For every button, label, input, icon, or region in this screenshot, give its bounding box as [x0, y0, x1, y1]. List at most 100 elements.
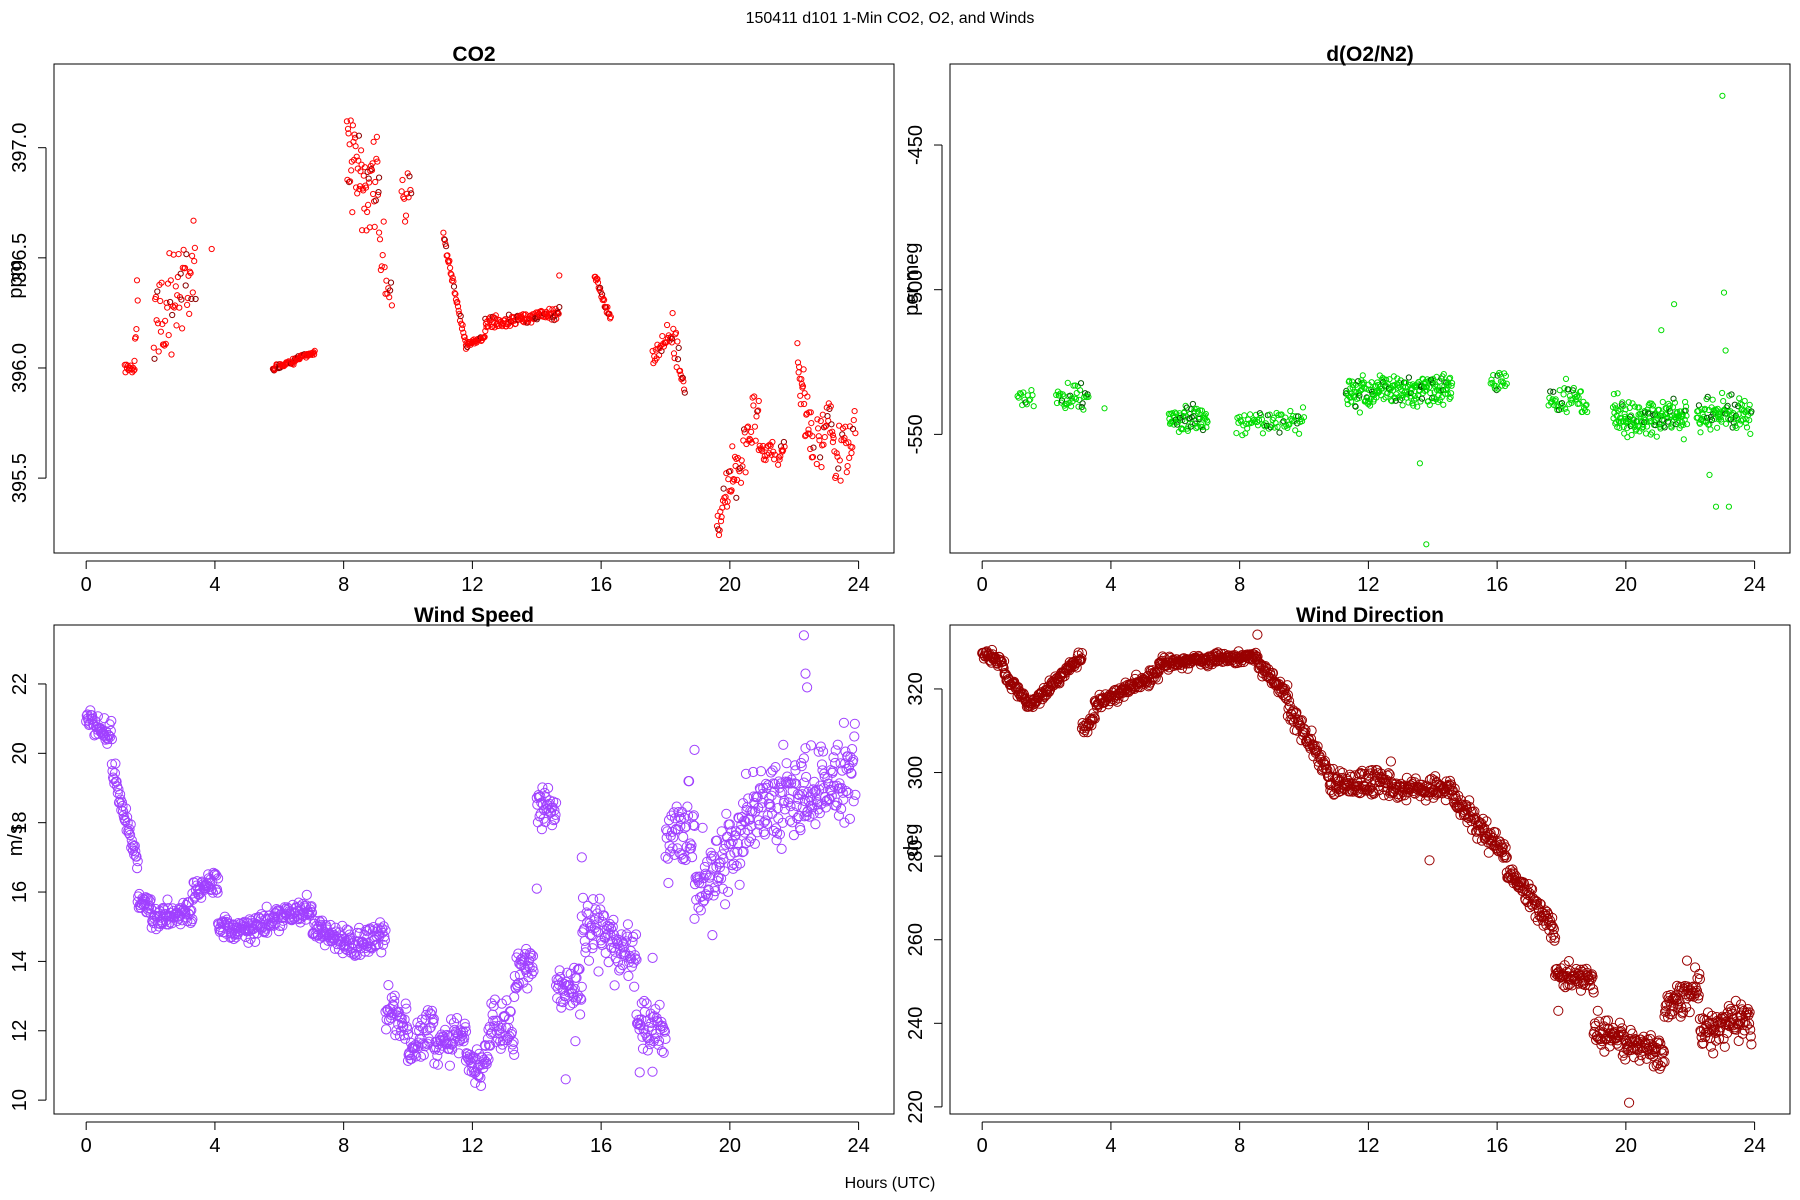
data-point: [1462, 817, 1473, 828]
data-point: [829, 432, 837, 439]
data-point: [178, 897, 189, 908]
data-point: [506, 1026, 517, 1038]
data-point: [718, 513, 725, 521]
data-point: [1080, 406, 1087, 413]
data-point: [394, 1011, 405, 1022]
data-point: [1366, 399, 1373, 406]
data-point: [818, 464, 825, 471]
y-axis-label: ppm: [5, 260, 27, 299]
x-tick-label: 8: [338, 574, 349, 596]
data-point: [833, 450, 840, 457]
data-point: [737, 479, 745, 486]
data-point: [1663, 411, 1670, 418]
data-point: [356, 186, 363, 193]
data-point: [556, 304, 563, 311]
data-point: [676, 806, 688, 818]
data-point: [1495, 839, 1506, 850]
data-point: [1430, 771, 1441, 782]
data-point: [788, 830, 800, 841]
data-point: [765, 802, 776, 813]
data-point: [734, 476, 741, 483]
data-point: [154, 320, 162, 327]
data-point: [759, 817, 770, 828]
data-point: [1204, 418, 1211, 426]
data-point: [376, 174, 383, 181]
data-point: [781, 758, 792, 769]
data-point: [844, 813, 856, 825]
data-point: [126, 835, 137, 846]
data-point: [576, 852, 587, 863]
data-point: [1071, 394, 1078, 401]
data-point: [717, 518, 725, 525]
data-point: [1502, 372, 1510, 379]
data-point: [1064, 379, 1071, 386]
data-point: [849, 718, 860, 729]
data-point: [386, 294, 393, 301]
data-point: [720, 899, 731, 910]
data-point: [191, 258, 198, 265]
data-point: [1495, 385, 1502, 392]
data-point: [1490, 827, 1501, 838]
data-point: [1282, 680, 1293, 691]
data-point: [365, 201, 372, 208]
data-point: [349, 209, 356, 216]
data-point: [549, 814, 561, 825]
data-point: [398, 188, 405, 195]
data-point: [759, 829, 771, 840]
data-point: [628, 931, 639, 943]
data-point: [1722, 420, 1730, 427]
data-point: [1700, 413, 1708, 420]
data-point: [507, 1044, 519, 1055]
data-point: [647, 952, 658, 964]
y-axis: 10 12 14 16 18 20 22: [9, 673, 47, 1111]
data-point: [213, 873, 224, 884]
data-point: [1501, 852, 1512, 863]
points-wspd: [81, 630, 861, 1092]
data-point: [1709, 417, 1716, 424]
data-point: [131, 851, 142, 862]
data-point: [1720, 289, 1728, 296]
figure-xlabel: Hours (UTC): [845, 1175, 936, 1192]
data-point: [601, 296, 608, 304]
data-point: [689, 744, 700, 756]
data-point: [1562, 375, 1570, 382]
data-point: [123, 361, 130, 368]
data-point: [1680, 436, 1687, 443]
data-point: [1481, 816, 1492, 827]
data-point: [1355, 395, 1363, 402]
data-point: [1658, 327, 1665, 334]
data-point: [762, 457, 769, 464]
data-point: [1252, 629, 1263, 640]
data-point: [509, 1049, 520, 1061]
data-point: [1020, 389, 1027, 396]
data-point: [772, 803, 783, 814]
data-point: [622, 919, 634, 930]
data-point: [165, 332, 172, 339]
data-point: [833, 810, 845, 821]
data-point: [1722, 347, 1729, 354]
x-tick-label: 0: [81, 574, 92, 596]
data-point: [1746, 401, 1753, 408]
data-point: [748, 428, 755, 435]
data-point: [700, 868, 711, 879]
data-point: [752, 827, 763, 838]
y-tick-label: 12: [9, 1020, 31, 1042]
data-point: [1077, 387, 1084, 394]
data-point: [703, 884, 714, 895]
data-point: [780, 447, 787, 454]
data-point: [717, 849, 728, 860]
data-point: [1573, 978, 1584, 989]
data-point: [127, 839, 138, 850]
data-point: [415, 1051, 426, 1062]
data-point: [770, 448, 777, 455]
data-point: [732, 838, 744, 849]
data-point: [1547, 388, 1554, 395]
data-point: [1743, 424, 1751, 431]
data-point: [675, 821, 686, 832]
y-tick-label: 20: [9, 742, 31, 764]
data-point: [133, 326, 140, 333]
data-point: [642, 1045, 653, 1056]
x-tick-label: 16: [590, 574, 612, 596]
data-point: [1334, 766, 1345, 777]
data-point: [1400, 784, 1411, 795]
